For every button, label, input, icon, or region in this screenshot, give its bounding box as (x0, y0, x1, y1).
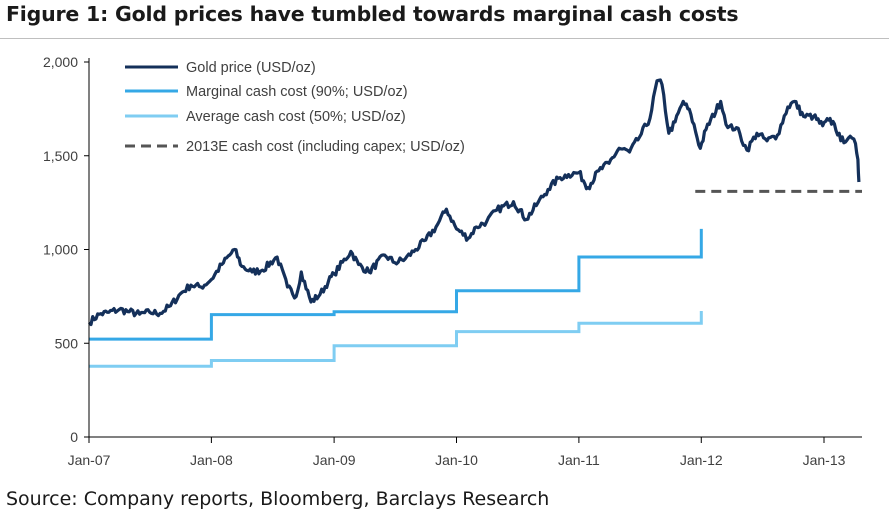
y-tick-label: 2,000 (43, 54, 78, 70)
x-tick-label: Jan-11 (558, 452, 600, 468)
x-tick-label: Jan-13 (803, 452, 846, 468)
legend-label-marginal: Marginal cash cost (90%; USD/oz) (186, 84, 408, 100)
legend-label-average: Average cash cost (50%; USD/oz) (186, 109, 406, 125)
y-tick-label: 1,500 (43, 148, 78, 164)
x-tick-label: Jan-09 (313, 452, 356, 468)
y-tick-label: 1,000 (43, 242, 78, 258)
series-line-marginal (89, 228, 703, 341)
x-tick-label: Jan-08 (190, 452, 233, 468)
source-note: Source: Company reports, Bloomberg, Barc… (6, 488, 550, 510)
page-title: Figure 1: Gold prices have tumbled towar… (6, 2, 739, 26)
legend-label-capex: 2013E cash cost (including capex; USD/oz… (186, 139, 465, 155)
series-line-gold (88, 78, 861, 327)
x-tick-label: Jan-12 (680, 452, 723, 468)
title-divider (0, 38, 889, 39)
y-tick-label: 500 (55, 335, 79, 351)
axes-layer: 0 500 1,000 1,500 2,000 Jan-07 Jan-08 Jan-09 Jan… (43, 54, 862, 468)
y-tick-label: 0 (70, 429, 78, 445)
x-tick-label: Jan-10 (435, 452, 478, 468)
series-layer (88, 78, 862, 368)
legend: Gold price (USD/oz) Marginal cash cost (9… (125, 60, 465, 155)
legend-label-gold: Gold price (USD/oz) (186, 60, 316, 76)
series-line-average (89, 311, 703, 368)
x-tick-label: Jan-07 (68, 452, 111, 468)
